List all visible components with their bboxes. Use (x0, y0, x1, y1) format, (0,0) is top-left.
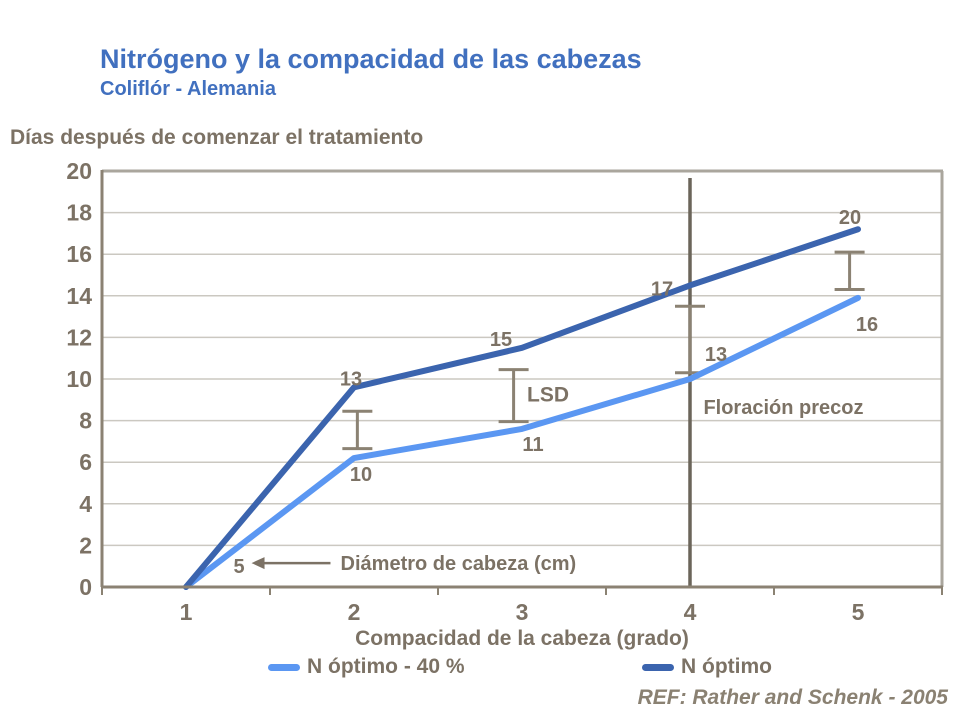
point-label: 13 (340, 368, 362, 390)
legend-swatch-light-blue (268, 663, 300, 671)
legend-item-n-optimo: N óptimo (642, 655, 772, 679)
series-line-0 (183, 294, 861, 590)
point-label: 5 (233, 556, 244, 578)
y-tick-label: 4 (79, 491, 92, 517)
point-label: 15 (490, 329, 512, 351)
point-label: 16 (856, 314, 878, 336)
point-label: 13 (705, 344, 727, 366)
y-tick-label: 12 (66, 324, 92, 350)
legend-label: N óptimo (681, 655, 772, 678)
point-label: 20 (839, 207, 861, 229)
floracion-precoz-label: Floración precoz (703, 397, 863, 419)
legend-label: N óptimo - 40 % (307, 655, 465, 678)
y-tick-label: 2 (79, 532, 92, 558)
diameter-label: Diámetro de cabeza (cm) (341, 553, 577, 575)
y-axis-title: Días después de comenzar el tratamiento (10, 126, 424, 149)
y-tick-label: 20 (66, 158, 92, 184)
x-axis-title: Compacidad de la cabeza (grado) (355, 627, 689, 650)
y-tick-label: 16 (66, 241, 92, 267)
y-tick-label: 18 (66, 200, 92, 226)
y-tick-label: 8 (79, 408, 92, 434)
page-subtitle: Coliflór - Alemania (100, 78, 276, 100)
x-tick-label: 5 (852, 599, 865, 625)
x-tick-label: 4 (684, 599, 697, 625)
legend-swatch-dark-blue (642, 663, 674, 671)
y-tick-label: 10 (66, 366, 92, 392)
lsd-label: LSD (527, 384, 569, 407)
diameter-arrow-head (251, 557, 265, 570)
x-tick-label: 2 (348, 599, 361, 625)
series-line-1 (183, 226, 861, 590)
y-tick-label: 14 (66, 283, 92, 309)
point-label: 11 (522, 434, 543, 456)
y-tick-label: 0 (79, 574, 92, 600)
point-label: 17 (651, 278, 673, 300)
x-tick-label: 3 (516, 599, 529, 625)
legend-item-n-optimo-40: N óptimo - 40 % (268, 655, 465, 679)
page-title: Nitrógeno y la compacidad de las cabezas (100, 44, 642, 74)
y-tick-label: 6 (79, 449, 92, 475)
point-label: 10 (350, 464, 372, 486)
reference-citation: REF: Rather and Schenk - 2005 (637, 686, 948, 709)
x-tick-label: 1 (180, 599, 193, 625)
